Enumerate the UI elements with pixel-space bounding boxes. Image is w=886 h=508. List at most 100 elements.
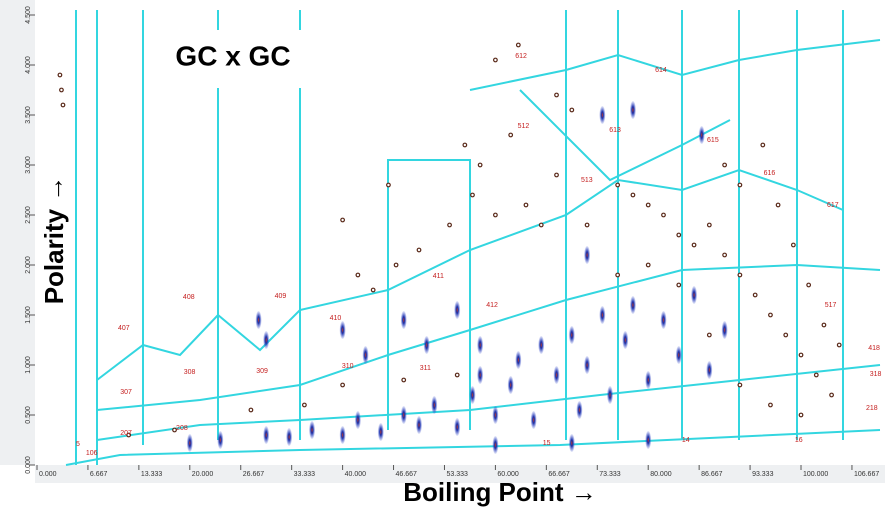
region-label: 207	[120, 430, 132, 437]
dot	[776, 203, 780, 207]
chart-title: GC x GC	[175, 40, 290, 71]
dot	[402, 378, 406, 382]
dot	[471, 193, 475, 197]
region-label: 513	[581, 177, 593, 184]
peak	[508, 376, 514, 394]
dot	[646, 263, 650, 267]
dot	[692, 243, 696, 247]
region-label: 14	[682, 437, 690, 444]
dot	[341, 383, 345, 387]
peak	[722, 321, 728, 339]
x-tick-label: 93.333	[752, 471, 774, 478]
peak	[569, 434, 575, 452]
region-label: 318	[870, 371, 882, 378]
dot	[631, 193, 635, 197]
dot	[837, 343, 841, 347]
dot	[555, 173, 559, 177]
x-tick-label: 86.667	[701, 471, 723, 478]
peak	[630, 101, 636, 119]
y-tick-label: 0.500	[25, 406, 32, 424]
dot	[371, 288, 375, 292]
y-axis-label: Polarity →	[39, 176, 69, 305]
x-tick-label: 60.000	[497, 471, 519, 478]
region-label: 309	[256, 368, 268, 375]
peak	[645, 431, 651, 449]
peak	[431, 396, 437, 414]
region-label: 410	[330, 315, 342, 322]
dot	[761, 143, 765, 147]
x-tick-label: 80.000	[650, 471, 672, 478]
peak	[554, 366, 560, 384]
region-label: 614	[655, 67, 667, 74]
peak	[416, 416, 422, 434]
dot	[463, 143, 467, 147]
x-tick-label: 40.000	[345, 471, 367, 478]
peak	[263, 331, 269, 349]
x-tick-label: 106.667	[854, 471, 879, 478]
dot	[539, 223, 543, 227]
dot	[61, 103, 65, 107]
dot	[555, 93, 559, 97]
x-tick-label: 0.000	[39, 471, 57, 478]
peak	[477, 336, 483, 354]
region-label: 308	[184, 369, 196, 376]
x-tick-label: 100.000	[803, 471, 828, 478]
x-tick-label: 33.333	[294, 471, 316, 478]
y-tick-label: 4.500	[25, 6, 32, 24]
y-tick-label: 3.000	[25, 156, 32, 174]
dot	[417, 248, 421, 252]
dot	[807, 283, 811, 287]
dot	[792, 243, 796, 247]
x-tick-label: 13.333	[141, 471, 163, 478]
x-tick-label: 66.667	[548, 471, 570, 478]
dot	[799, 353, 803, 357]
region-label: 407	[118, 325, 130, 332]
region-label: 612	[515, 53, 527, 60]
region-label: 218	[866, 405, 878, 412]
peak	[454, 301, 460, 319]
dot	[769, 403, 773, 407]
y-tick-label: 3.500	[25, 106, 32, 124]
peak	[706, 361, 712, 379]
peak	[515, 351, 521, 369]
dot	[677, 283, 681, 287]
dot	[517, 43, 521, 47]
dot	[723, 163, 727, 167]
dot	[249, 408, 253, 412]
dot	[708, 333, 712, 337]
region-label: 418	[868, 345, 880, 352]
dot	[455, 373, 459, 377]
dot	[753, 293, 757, 297]
dot	[814, 373, 818, 377]
x-tick-label: 20.000	[192, 471, 214, 478]
region-label: 615	[707, 137, 719, 144]
peak	[531, 411, 537, 429]
region-label: 311	[420, 365, 431, 372]
peak	[645, 371, 651, 389]
region-label: 208	[176, 425, 188, 432]
dot	[723, 253, 727, 257]
dot	[524, 203, 528, 207]
dot	[58, 73, 62, 77]
peak	[424, 336, 430, 354]
dot	[799, 413, 803, 417]
peak	[469, 386, 475, 404]
peak	[217, 431, 223, 449]
dot	[616, 273, 620, 277]
dot	[769, 313, 773, 317]
peak	[676, 346, 682, 364]
dot	[303, 403, 307, 407]
peak	[607, 386, 613, 404]
x-tick-label: 46.667	[396, 471, 418, 478]
dot	[616, 183, 620, 187]
region-label: 517	[825, 302, 837, 309]
x-tick-label: 73.333	[599, 471, 621, 478]
peak	[363, 346, 369, 364]
peak	[576, 401, 582, 419]
region-label: 16	[795, 437, 803, 444]
peak	[187, 434, 193, 452]
region-label: 5	[76, 441, 80, 448]
dot	[494, 213, 498, 217]
peak	[378, 423, 384, 441]
region-label: 616	[764, 170, 776, 177]
